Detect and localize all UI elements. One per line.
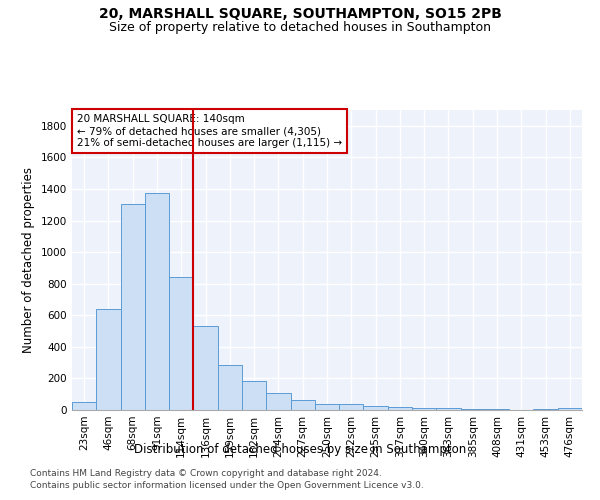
Bar xyxy=(193,326,218,410)
Bar xyxy=(266,394,290,410)
Bar xyxy=(218,365,242,410)
Bar xyxy=(96,309,121,410)
Bar xyxy=(72,402,96,410)
Bar xyxy=(485,409,509,410)
Text: Distribution of detached houses by size in Southampton: Distribution of detached houses by size … xyxy=(134,442,466,456)
Bar xyxy=(558,408,582,410)
Bar xyxy=(169,276,193,410)
Bar xyxy=(242,381,266,410)
Bar xyxy=(388,407,412,410)
Bar xyxy=(461,409,485,410)
Text: Contains HM Land Registry data © Crown copyright and database right 2024.: Contains HM Land Registry data © Crown c… xyxy=(30,468,382,477)
Text: 20, MARSHALL SQUARE, SOUTHAMPTON, SO15 2PB: 20, MARSHALL SQUARE, SOUTHAMPTON, SO15 2… xyxy=(98,8,502,22)
Y-axis label: Number of detached properties: Number of detached properties xyxy=(22,167,35,353)
Bar xyxy=(145,193,169,410)
Bar xyxy=(436,408,461,410)
Bar xyxy=(290,400,315,410)
Bar xyxy=(412,408,436,410)
Bar xyxy=(364,406,388,410)
Text: Contains public sector information licensed under the Open Government Licence v3: Contains public sector information licen… xyxy=(30,481,424,490)
Bar xyxy=(121,204,145,410)
Text: 20 MARSHALL SQUARE: 140sqm
← 79% of detached houses are smaller (4,305)
21% of s: 20 MARSHALL SQUARE: 140sqm ← 79% of deta… xyxy=(77,114,342,148)
Bar xyxy=(533,409,558,410)
Bar xyxy=(315,404,339,410)
Text: Size of property relative to detached houses in Southampton: Size of property relative to detached ho… xyxy=(109,21,491,34)
Bar xyxy=(339,404,364,410)
